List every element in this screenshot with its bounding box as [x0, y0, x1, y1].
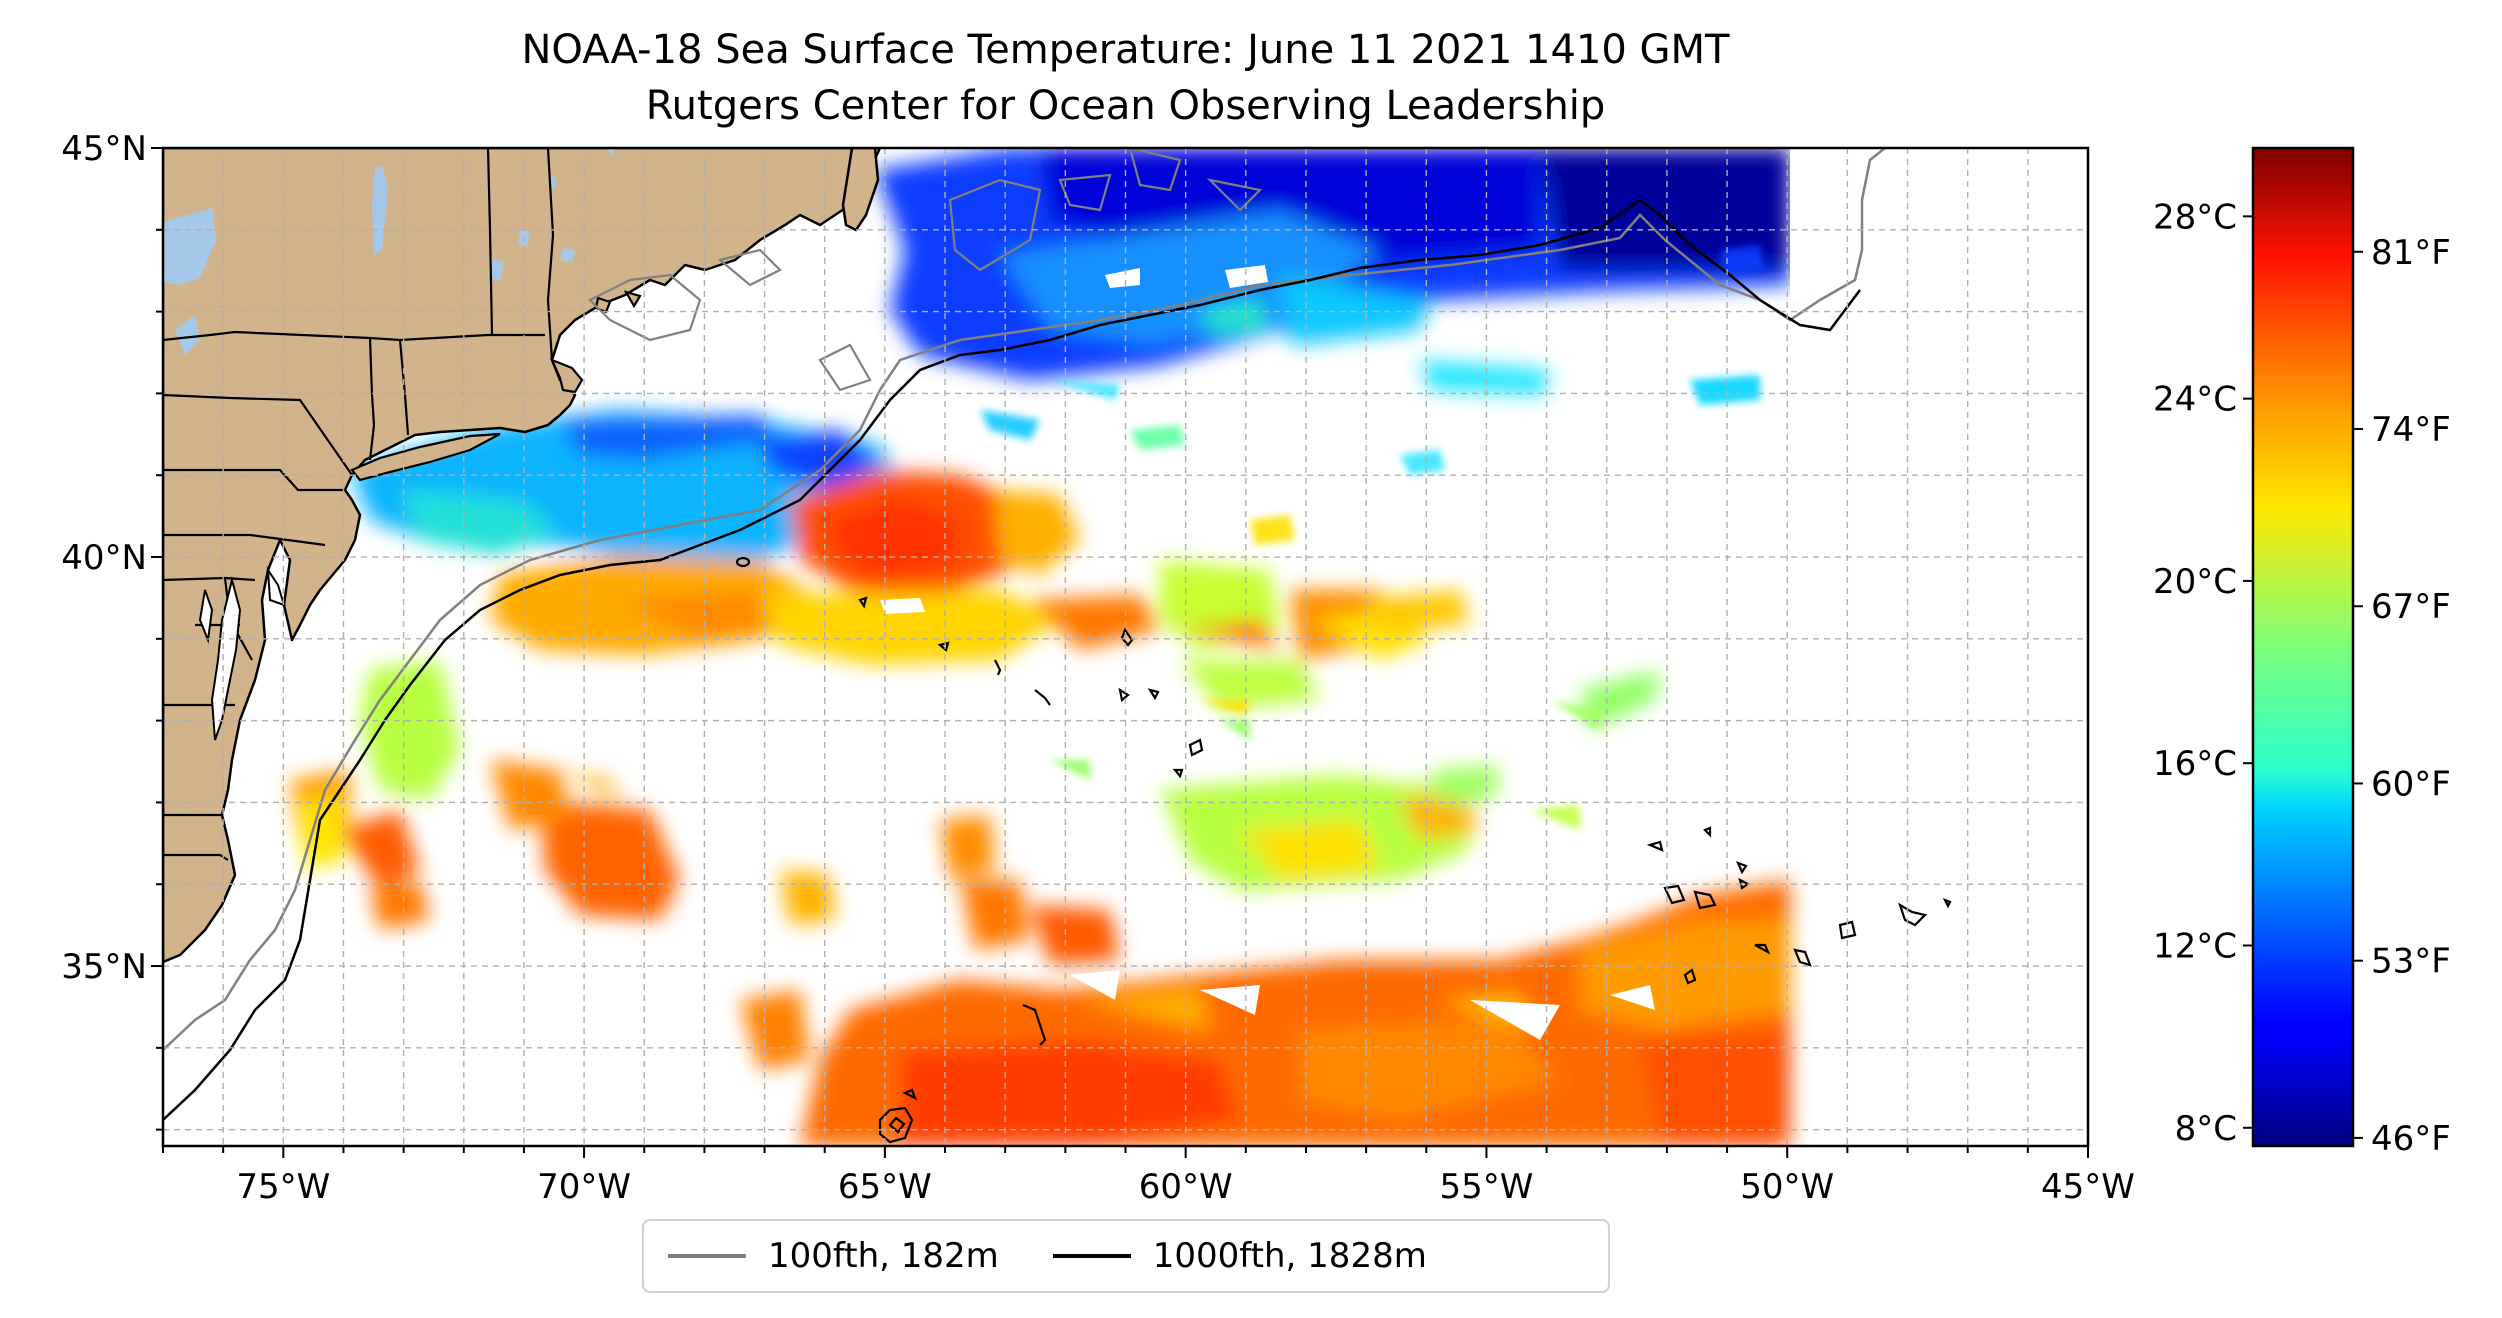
isobath-legend: 100fth, 182m 1000fth, 1828m: [642, 1219, 1610, 1293]
lon-tick-label: 75°W: [236, 1167, 330, 1207]
colorbar: [2253, 148, 2353, 1146]
legend-swatch-1000fth: [1052, 1254, 1131, 1258]
lon-tick-label: 45°W: [2041, 1167, 2135, 1207]
fahrenheit-tick-label: 74°F: [2371, 410, 2451, 450]
celsius-tick-label: 8°C: [2175, 1109, 2237, 1149]
celsius-tick-label: 28°C: [2153, 197, 2237, 237]
map-title: NOAA-18 Sea Surface Temperature: June 11…: [521, 27, 1730, 73]
colorbar-labels: 28°C 24°C 20°C 16°C 12°C 8°C 81°F 74°F 67°F 60°F 5…: [2153, 197, 2451, 1159]
legend-label-1000fth: 1000fth, 1828m: [1152, 1236, 1427, 1276]
map-gridlines: [163, 148, 2088, 1146]
legend-swatch-100fth: [668, 1254, 746, 1258]
map-subtitle: Rutgers Center for Ocean Observing Leade…: [645, 83, 1606, 129]
fahrenheit-tick-label: 60°F: [2371, 764, 2451, 804]
celsius-tick-label: 16°C: [2153, 744, 2237, 784]
map-axis-labels: 75°W 70°W 65°W 60°W 55°W 50°W 45°W 45°N 40°N 35°N: [61, 129, 2135, 1207]
celsius-tick-label: 12°C: [2153, 926, 2237, 966]
lon-tick-label: 55°W: [1439, 1167, 1533, 1207]
map-axis-ticks: [151, 147, 2089, 1158]
celsius-tick-label: 20°C: [2153, 562, 2237, 602]
fahrenheit-tick-label: 67°F: [2371, 587, 2451, 627]
lon-tick-label: 70°W: [537, 1167, 631, 1207]
celsius-tick-label: 24°C: [2153, 380, 2237, 420]
fahrenheit-tick-label: 46°F: [2371, 1119, 2451, 1159]
colorbar-ticks: [2243, 215, 2363, 1139]
lat-tick-label: 35°N: [61, 947, 147, 987]
colorbar-frame: [2251, 146, 2355, 1148]
fahrenheit-tick-label: 81°F: [2371, 233, 2451, 273]
sst-imagery: [290, 148, 1860, 1146]
legend-item-100fth: 100fth, 182m: [668, 1236, 999, 1276]
isobath-100fth-banks: [588, 148, 1263, 392]
land-masses: [163, 148, 882, 964]
lakes: [163, 148, 614, 355]
lon-tick-label: 60°W: [1139, 1167, 1233, 1207]
fahrenheit-tick-label: 53°F: [2371, 942, 2451, 982]
lon-tick-label: 65°W: [838, 1167, 932, 1207]
lat-tick-label: 45°N: [61, 129, 147, 169]
state-borders: [163, 148, 555, 861]
legend-item-1000fth: 1000fth, 1828m: [1052, 1236, 1427, 1276]
legend-label-100fth: 100fth, 182m: [768, 1236, 999, 1276]
lat-tick-label: 40°N: [61, 538, 147, 578]
lon-tick-label: 50°W: [1740, 1167, 1834, 1207]
isobath-1000fth-line: [163, 198, 1861, 1121]
